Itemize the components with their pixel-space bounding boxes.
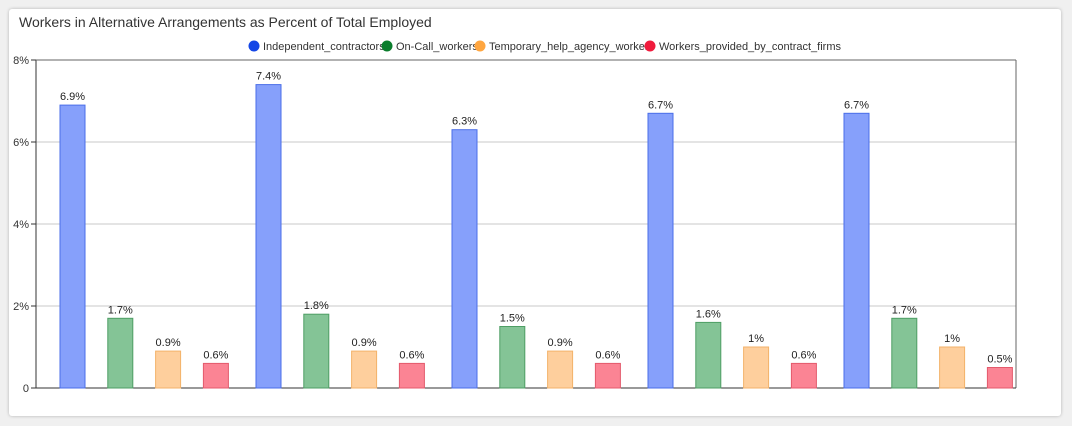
data-label: 0.9% <box>352 337 377 349</box>
y-tick-label: 2% <box>13 301 29 313</box>
legend: Independent_contractors On-Call_workers Te… <box>248 40 841 53</box>
bar <box>155 350 182 389</box>
data-label: 7.4% <box>256 71 281 83</box>
data-label: 1.7% <box>108 304 133 316</box>
data-label: 6.3% <box>452 116 477 128</box>
data-labels: 6.9% 1.7% 0.9% 0.6% 7.4% 1.8% 0.9% 0.6% 6.3% 1.5%… <box>60 71 1013 366</box>
data-label: 1.8% <box>304 300 329 312</box>
data-label: 1.5% <box>500 313 525 325</box>
legend-marker <box>248 40 260 52</box>
data-label: 1.7% <box>892 304 917 316</box>
bar <box>647 112 674 389</box>
y-tick-label: 6% <box>13 137 29 149</box>
legend-label: Workers_provided_by_contract_firms <box>659 41 841 53</box>
data-label: 1% <box>748 333 764 345</box>
bar <box>986 367 1013 389</box>
bar <box>303 313 330 389</box>
bar <box>891 317 918 389</box>
chart-title: Workers in Alternative Arrangements as P… <box>19 14 432 30</box>
data-label: 0.6% <box>791 349 816 361</box>
data-label: 0.5% <box>987 354 1012 366</box>
data-label: 6.7% <box>648 99 673 111</box>
legend-label: Independent_contractors <box>263 41 385 53</box>
chart-card <box>9 9 1061 416</box>
bar <box>695 321 722 389</box>
data-label: 1.6% <box>696 308 721 320</box>
legend-label: On-Call_workers <box>396 41 478 53</box>
y-tick-label: 8% <box>13 55 29 67</box>
data-label: 0.6% <box>595 349 620 361</box>
bar <box>843 112 870 389</box>
data-label: 0.6% <box>399 349 424 361</box>
bar <box>398 362 425 389</box>
legend-marker <box>474 40 486 52</box>
y-tick-label: 0 <box>23 383 29 395</box>
data-label: 6.7% <box>844 99 869 111</box>
data-label: 6.9% <box>60 91 85 103</box>
bar <box>790 362 817 389</box>
data-label: 1% <box>944 333 960 345</box>
bar <box>594 362 621 389</box>
bar <box>202 362 229 389</box>
data-label: 0.9% <box>548 337 573 349</box>
data-label: 0.6% <box>203 349 228 361</box>
bars <box>59 84 1013 389</box>
bar <box>499 326 526 389</box>
data-label: 0.9% <box>156 337 181 349</box>
bar <box>451 129 478 389</box>
bar <box>351 350 378 389</box>
bar <box>939 346 966 389</box>
legend-marker <box>381 40 393 52</box>
legend-marker <box>644 40 656 52</box>
bar <box>255 84 282 389</box>
bar <box>107 317 134 389</box>
bar <box>59 104 86 389</box>
bar <box>547 350 574 389</box>
y-tick-label: 4% <box>13 219 29 231</box>
bar <box>743 346 770 389</box>
legend-label: Temporary_help_agency_workers <box>489 41 655 53</box>
